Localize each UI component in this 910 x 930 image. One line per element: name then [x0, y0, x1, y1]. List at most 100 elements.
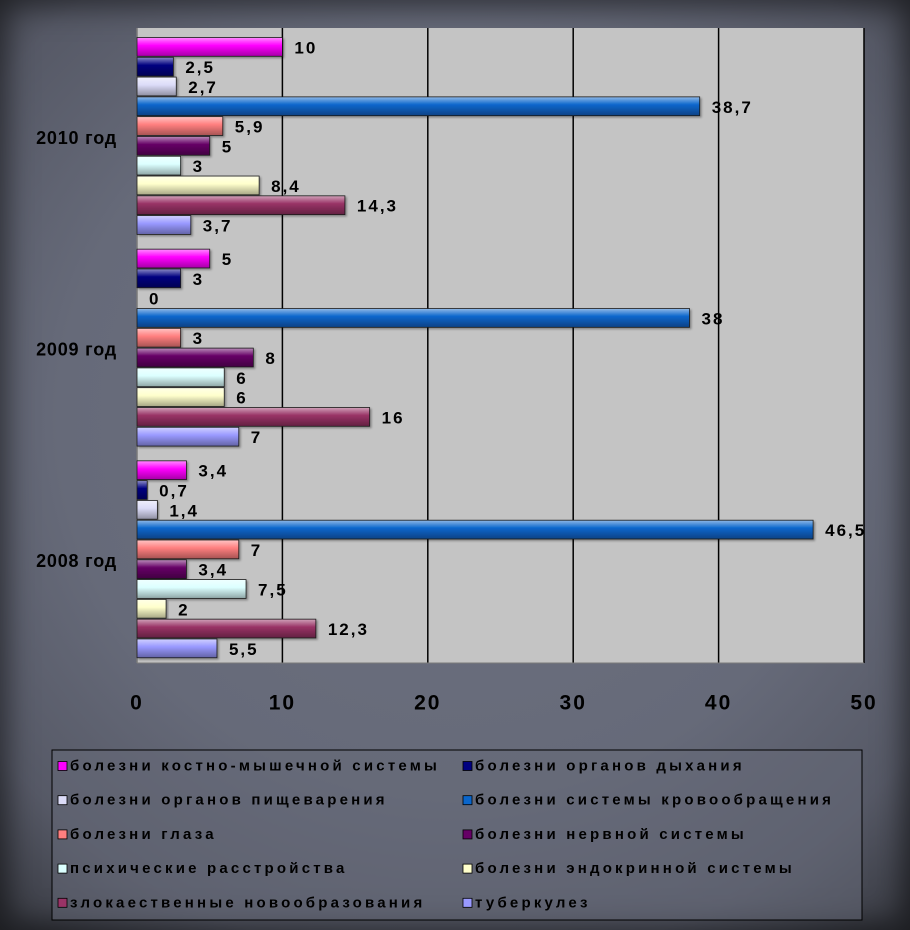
data-label: 14,3	[357, 197, 398, 216]
bar	[136, 37, 283, 57]
data-label: 2	[178, 600, 189, 619]
data-label: 38	[702, 309, 725, 328]
bar	[136, 76, 177, 97]
legend-item: болезни нервной системы	[462, 826, 744, 843]
bars	[136, 37, 814, 659]
legend-label: туберкулез	[475, 894, 591, 911]
plot-area	[137, 28, 864, 663]
data-label: 1,4	[169, 501, 199, 520]
bar	[136, 480, 148, 500]
bar	[136, 268, 182, 289]
x-tick-label: 40	[705, 692, 732, 715]
legend-label: болезни эндокринной системы	[475, 860, 795, 877]
legend-label: болезни костно-мышечной системы	[70, 758, 440, 775]
bar	[136, 559, 187, 579]
legend-label: болезни органов пищеварения	[70, 792, 388, 809]
bar	[136, 136, 211, 156]
legend-swatch	[57, 795, 68, 806]
legend-item: злокаественные новообразования	[57, 894, 425, 911]
bar	[136, 539, 240, 560]
bar	[136, 500, 158, 520]
data-label: 46,5	[825, 521, 866, 540]
data-label: 8,4	[271, 177, 301, 196]
bar	[136, 618, 317, 639]
legend-label: злокаественные новообразования	[70, 894, 425, 911]
data-label: 8	[265, 349, 276, 368]
bar	[136, 579, 247, 599]
legend-item: болезни глаза	[57, 826, 217, 843]
legend-item: болезни костно-мышечной системы	[57, 758, 440, 775]
legend-item: болезни системы кровообращения	[462, 792, 834, 809]
data-label: 7	[251, 541, 262, 560]
x-tick-label: 30	[560, 692, 587, 715]
legend-label: болезни глаза	[70, 826, 217, 843]
x-axis-tick-labels: 0 10 20 30 40 50	[130, 692, 877, 715]
legend-swatch	[462, 761, 473, 771]
data-labels: 102,52,738,75,9538,414,33,75303838661673…	[149, 38, 866, 659]
legend-label: психические расстройства	[70, 860, 348, 877]
data-label: 12,3	[328, 620, 369, 639]
bar	[136, 426, 240, 447]
data-label: 7,5	[258, 580, 288, 599]
bar	[136, 215, 192, 235]
bar	[136, 96, 701, 117]
legend-swatch	[462, 795, 473, 806]
legend-swatch	[57, 863, 68, 874]
bar	[136, 195, 346, 216]
legend-swatch	[57, 829, 68, 840]
legend-swatch	[462, 829, 473, 840]
legend-item: психические расстройства	[57, 860, 348, 877]
x-tick-label: 50	[850, 692, 877, 715]
bar	[136, 308, 690, 328]
data-label: 2,7	[188, 78, 218, 97]
bar	[136, 155, 182, 176]
data-label: 5	[222, 250, 233, 269]
bar	[136, 248, 211, 269]
data-label: 7	[251, 428, 262, 447]
legend-swatch	[57, 897, 68, 908]
bar	[136, 387, 225, 407]
legend-swatch	[57, 761, 68, 771]
data-label: 0	[149, 290, 160, 309]
bar	[136, 407, 371, 427]
bar	[136, 56, 174, 77]
data-label: 10	[294, 38, 317, 57]
legend-swatch	[462, 863, 473, 874]
data-label: 3	[193, 329, 204, 348]
data-label: 5,5	[229, 640, 259, 659]
bar	[136, 460, 187, 481]
legend-box	[51, 749, 863, 921]
legend-item: туберкулез	[462, 894, 591, 911]
y-axis-category-labels: 2010 год 2009 год 2008 год	[36, 128, 117, 571]
category-label: 2009 год	[36, 340, 117, 360]
legend-item: болезни органов пищеварения	[57, 792, 388, 809]
legend-label: болезни системы кровообращения	[475, 792, 834, 809]
bar	[136, 175, 260, 196]
category-label: 2008 год	[36, 551, 117, 571]
data-label: 3,4	[198, 561, 228, 580]
data-label: 3	[193, 157, 204, 176]
x-tick-label: 10	[269, 692, 296, 715]
data-label: 16	[382, 408, 405, 427]
bar	[136, 598, 167, 619]
data-label: 6	[236, 369, 247, 388]
legend-label: болезни органов дыхания	[475, 758, 745, 775]
data-label: 38,7	[712, 98, 753, 117]
data-label: 6	[236, 389, 247, 408]
bar	[136, 347, 254, 368]
legend-item: болезни органов дыхания	[462, 758, 745, 775]
data-label: 5	[222, 137, 233, 156]
data-label: 0,7	[159, 482, 189, 501]
legend-items: болезни костно-мышечной системы болезни о…	[57, 758, 834, 911]
bar	[136, 116, 224, 136]
data-label: 3	[193, 270, 204, 289]
bar	[136, 519, 814, 540]
legend: болезни костно-мышечной системы болезни о…	[51, 749, 863, 921]
bar	[136, 367, 225, 388]
data-label: 2,5	[185, 58, 215, 77]
bar	[136, 327, 182, 348]
data-label: 3,4	[198, 462, 228, 481]
x-tick-label: 0	[130, 692, 144, 715]
data-label: 3,7	[203, 217, 233, 236]
